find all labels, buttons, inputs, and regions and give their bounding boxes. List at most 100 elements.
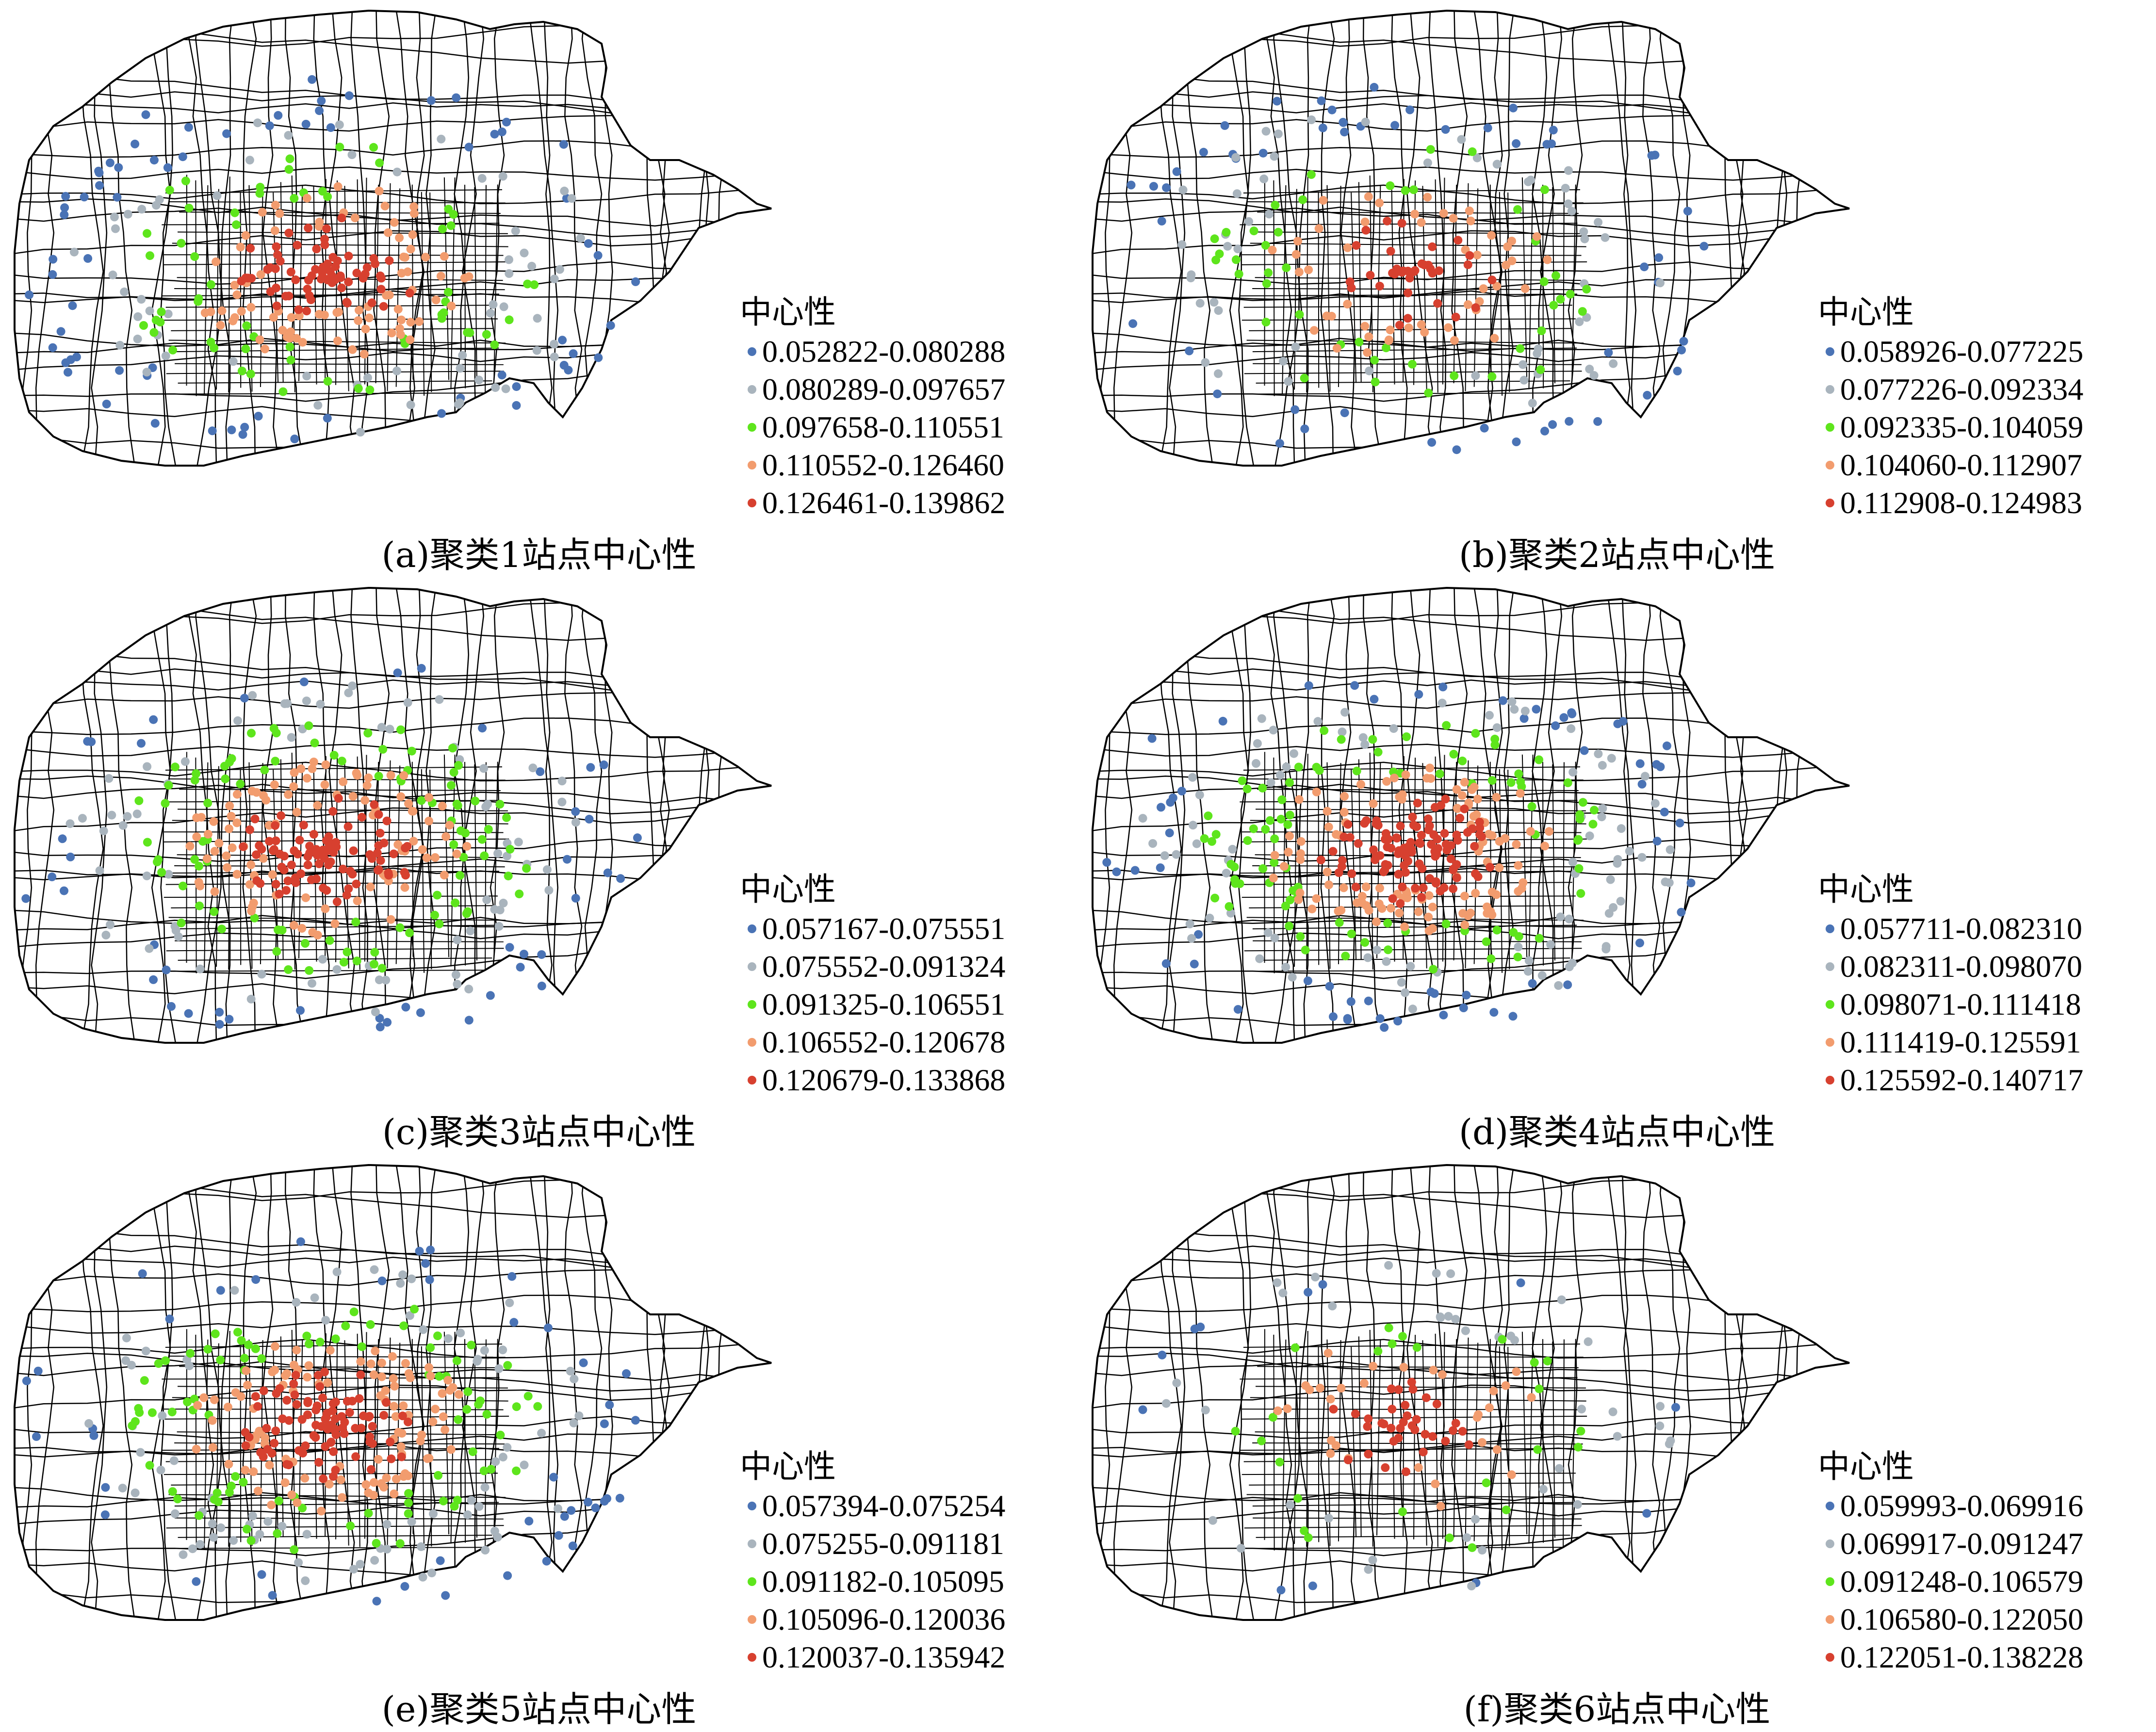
station-point [133,334,142,343]
station-point [241,344,250,354]
station-point [1637,779,1647,789]
station-point [1166,798,1175,807]
station-point [1512,840,1521,849]
station-point [293,1498,302,1507]
station-point [1567,207,1576,216]
dot-icon [748,461,756,469]
legend-label: 0.110552-0.126460 [762,448,1004,482]
station-point [165,186,174,194]
dot-icon [1826,962,1834,971]
station-point [161,1356,170,1365]
station-point [1200,834,1209,843]
station-point [585,814,594,824]
station-point [1361,882,1371,891]
station-point [435,1372,444,1381]
station-point [366,1465,376,1474]
legend: 中心性 0.057394-0.075254 0.075255-0.091181 … [740,1441,1005,1676]
station-point [1384,945,1393,955]
station-point [1112,867,1121,876]
station-point [462,842,472,851]
station-point [1270,858,1279,867]
station-point [341,1321,350,1330]
station-point [244,1340,253,1349]
station-point [1190,1324,1199,1333]
station-point [1194,930,1203,939]
station-point [1192,839,1201,848]
station-point [1210,893,1220,903]
station-point [237,1336,246,1345]
station-point [1404,266,1412,275]
station-point [314,309,324,319]
station-point [265,121,274,130]
station-point [477,835,487,844]
station-point [1403,1411,1412,1420]
station-point [1368,735,1377,744]
station-point [294,1558,303,1567]
station-point [1360,740,1370,749]
station-point [1312,787,1321,796]
station-point [233,1327,242,1337]
station-point [216,1523,226,1532]
station-point [361,324,370,334]
dot-icon [1826,423,1834,432]
station-point [1324,880,1333,890]
station-point [1450,336,1459,345]
station-point [68,301,77,310]
station-point [448,744,457,753]
station-point [250,814,260,824]
station-point [270,780,279,789]
station-point [456,1328,465,1338]
station-point [186,1349,195,1358]
station-point [1654,253,1664,262]
station-point [376,856,385,865]
station-point [210,907,219,916]
station-point [452,799,461,809]
station-point [1425,874,1435,883]
station-point [1343,1015,1352,1024]
station-point [64,368,72,377]
station-point [304,1361,313,1370]
station-point [1285,922,1294,931]
station-point [1485,711,1494,720]
station-point [138,1269,147,1278]
station-point [480,1346,489,1355]
station-point [555,265,564,274]
station-point [312,874,321,883]
station-point [441,832,451,841]
station-point [605,1400,614,1409]
station-point [134,796,144,805]
station-point [1402,732,1411,741]
station-point [284,131,293,140]
station-point [490,905,499,914]
station-point [48,872,57,881]
station-point [1388,1339,1397,1348]
station-point [1161,959,1171,968]
station-point [1513,205,1522,214]
station-point [482,895,491,905]
station-point [190,855,199,864]
station-point [1528,979,1537,988]
station-point [574,1411,584,1420]
station-point [301,1441,310,1450]
station-point [375,1014,384,1023]
station-point [1268,1413,1277,1422]
station-point [404,1509,413,1518]
legend-item: 0.104060-0.112907 [1818,446,2083,484]
station-point [259,854,268,863]
station-point [1304,1288,1313,1297]
station-point [467,1341,476,1350]
station-point [333,256,342,265]
station-point [415,1246,424,1256]
dot-icon [748,1653,756,1662]
station-point [1213,389,1222,399]
station-point [209,1533,218,1542]
station-point [523,1392,533,1401]
legend-label: 0.057394-0.075254 [762,1489,1006,1523]
station-point [100,1510,110,1520]
station-point [1138,814,1147,823]
station-point [224,1459,233,1469]
station-point [328,807,338,816]
station-point [584,239,593,248]
station-point [177,919,186,927]
station-point [302,194,311,203]
